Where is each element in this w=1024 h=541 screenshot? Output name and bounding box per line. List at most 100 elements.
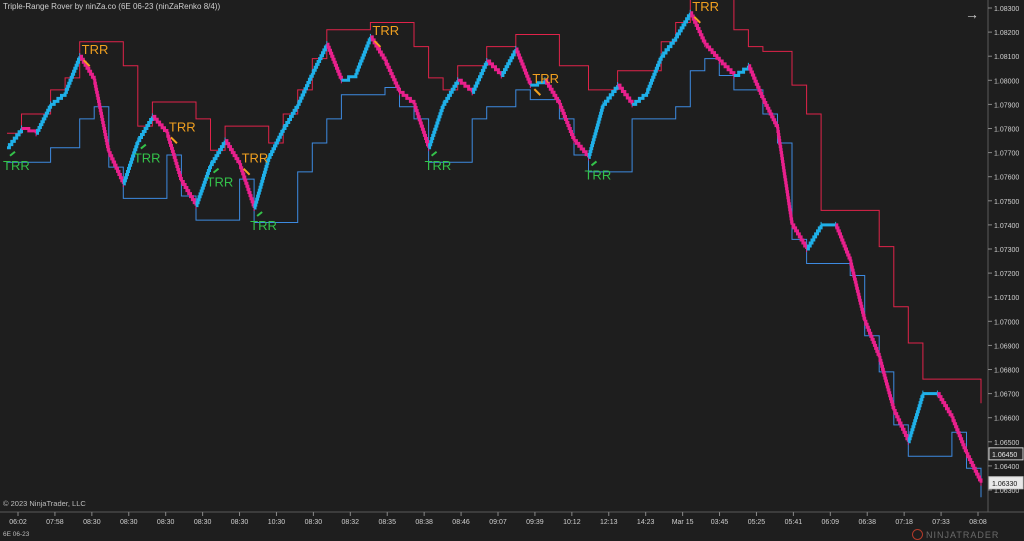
up-renko-bars (587, 104, 605, 159)
down-renko-bars (457, 78, 474, 93)
price-marker-box (988, 447, 1024, 461)
y-tick-label: 1.07600 (994, 175, 1019, 182)
buy-signal-label: TRR (425, 158, 452, 173)
down-renko-bars (937, 392, 954, 418)
x-tick-label: 08:30 (305, 519, 323, 526)
down-renko-bars (690, 11, 707, 45)
down-renko-bars (878, 355, 896, 411)
price-marker-label: 1.06450 (992, 452, 1017, 459)
buy-signal-label: TRR (250, 218, 277, 233)
down-renko-bars (849, 259, 867, 322)
x-tick-label: 08:30 (194, 519, 212, 526)
down-renko-bars (486, 59, 503, 76)
up-renko-bars (733, 65, 750, 77)
up-renko-bars (646, 56, 663, 94)
x-tick-label: 08:30 (157, 519, 175, 526)
up-renko-bars (341, 73, 358, 82)
x-tick-label: 08:30 (231, 519, 249, 526)
y-tick-label: 1.08300 (994, 6, 1019, 13)
x-tick-label: 03:45 (711, 519, 729, 526)
sell-arrow (693, 16, 701, 24)
sell-signal-label: TRR (692, 0, 719, 14)
x-tick-label: 08:38 (415, 519, 433, 526)
x-tick-label: 05:25 (748, 519, 766, 526)
sell-signal-label: TRR (242, 151, 269, 166)
price-marker-box (988, 476, 1024, 490)
y-tick-label: 1.06400 (994, 464, 1019, 471)
down-renko-bars (951, 416, 968, 454)
y-tick-label: 1.06900 (994, 343, 1019, 350)
sell-arrow (373, 40, 382, 48)
x-tick-label: 08:30 (120, 519, 138, 526)
x-tick-label: 06:02 (9, 519, 27, 526)
down-renko-bars (966, 452, 983, 483)
arrow-right-icon[interactable]: → (965, 6, 979, 22)
up-renko-bars (137, 116, 154, 143)
ninjatrader-logo-icon: NINJATRADER (912, 529, 999, 540)
y-tick-label: 1.06600 (994, 416, 1019, 423)
down-renko-bars (719, 59, 736, 76)
down-renko-bars (384, 59, 401, 93)
up-renko-bars (195, 164, 212, 208)
x-tick-label: 07:58 (46, 519, 64, 526)
x-tick-label: 06:09 (822, 519, 840, 526)
up-renko-bars (122, 140, 140, 186)
sell-arrow (82, 59, 91, 67)
down-renko-bars (93, 78, 111, 153)
up-renko-bars (283, 104, 300, 130)
sell-signal-label: TRR (169, 119, 196, 134)
up-renko-bars (36, 104, 53, 135)
down-renko-bars (776, 127, 794, 225)
y-tick-label: 1.06500 (994, 440, 1019, 447)
buy-signal-label: TRR (584, 167, 611, 182)
x-tick-label: 08:46 (452, 519, 470, 526)
up-renko-bars (632, 92, 649, 106)
up-renko-bars (210, 140, 227, 167)
buy-signal-label: TRR (207, 175, 234, 190)
y-tick-label: 1.07300 (994, 247, 1019, 254)
up-renko-bars (603, 85, 620, 106)
price-marker-label: 1.06330 (992, 481, 1017, 488)
buy-arrow (9, 150, 16, 157)
down-renko-bars (181, 180, 198, 206)
x-tick-label: 10:30 (268, 519, 286, 526)
down-renko-bars (515, 47, 532, 86)
down-renko-bars (370, 35, 387, 61)
down-renko-bars (239, 163, 256, 208)
down-renko-bars (413, 102, 431, 148)
buy-arrow (430, 150, 438, 157)
y-tick-label: 1.07500 (994, 199, 1019, 206)
x-tick-label: 07:33 (932, 519, 950, 526)
down-renko-bars (864, 319, 881, 358)
lower-range-band (7, 58, 982, 498)
y-tick-label: 1.06700 (994, 392, 1019, 399)
buy-signal-label: TRR (134, 151, 161, 166)
x-tick-label: 08:08 (969, 519, 987, 526)
down-renko-bars (399, 90, 416, 105)
y-tick-label: 1.07200 (994, 271, 1019, 278)
y-tick-label: 1.07900 (994, 102, 1019, 109)
down-renko-bars (326, 42, 343, 81)
up-renko-bars (675, 12, 692, 39)
down-renko-bars (574, 139, 590, 158)
upper-range-band (7, 0, 982, 404)
down-renko-bars (835, 223, 852, 261)
buy-arrow (212, 167, 220, 174)
brand-text: NINJATRADER (926, 530, 1000, 540)
x-tick-label: 08:30 (83, 519, 101, 526)
x-tick-label: 08:35 (378, 519, 396, 526)
buy-arrow (140, 143, 147, 150)
instrument-label: 6E 06-23 (3, 531, 30, 538)
up-renko-bars (907, 393, 925, 444)
up-renko-bars (64, 56, 82, 94)
y-tick-label: 1.08100 (994, 54, 1019, 61)
up-renko-bars (428, 104, 445, 150)
x-tick-label: 08:32 (342, 519, 360, 526)
x-tick-label: 09:39 (526, 519, 544, 526)
up-renko-bars (297, 73, 314, 106)
down-renko-bars (748, 64, 765, 100)
y-tick-label: 1.07100 (994, 295, 1019, 302)
down-renko-bars (79, 54, 96, 81)
down-renko-bars (152, 114, 169, 134)
